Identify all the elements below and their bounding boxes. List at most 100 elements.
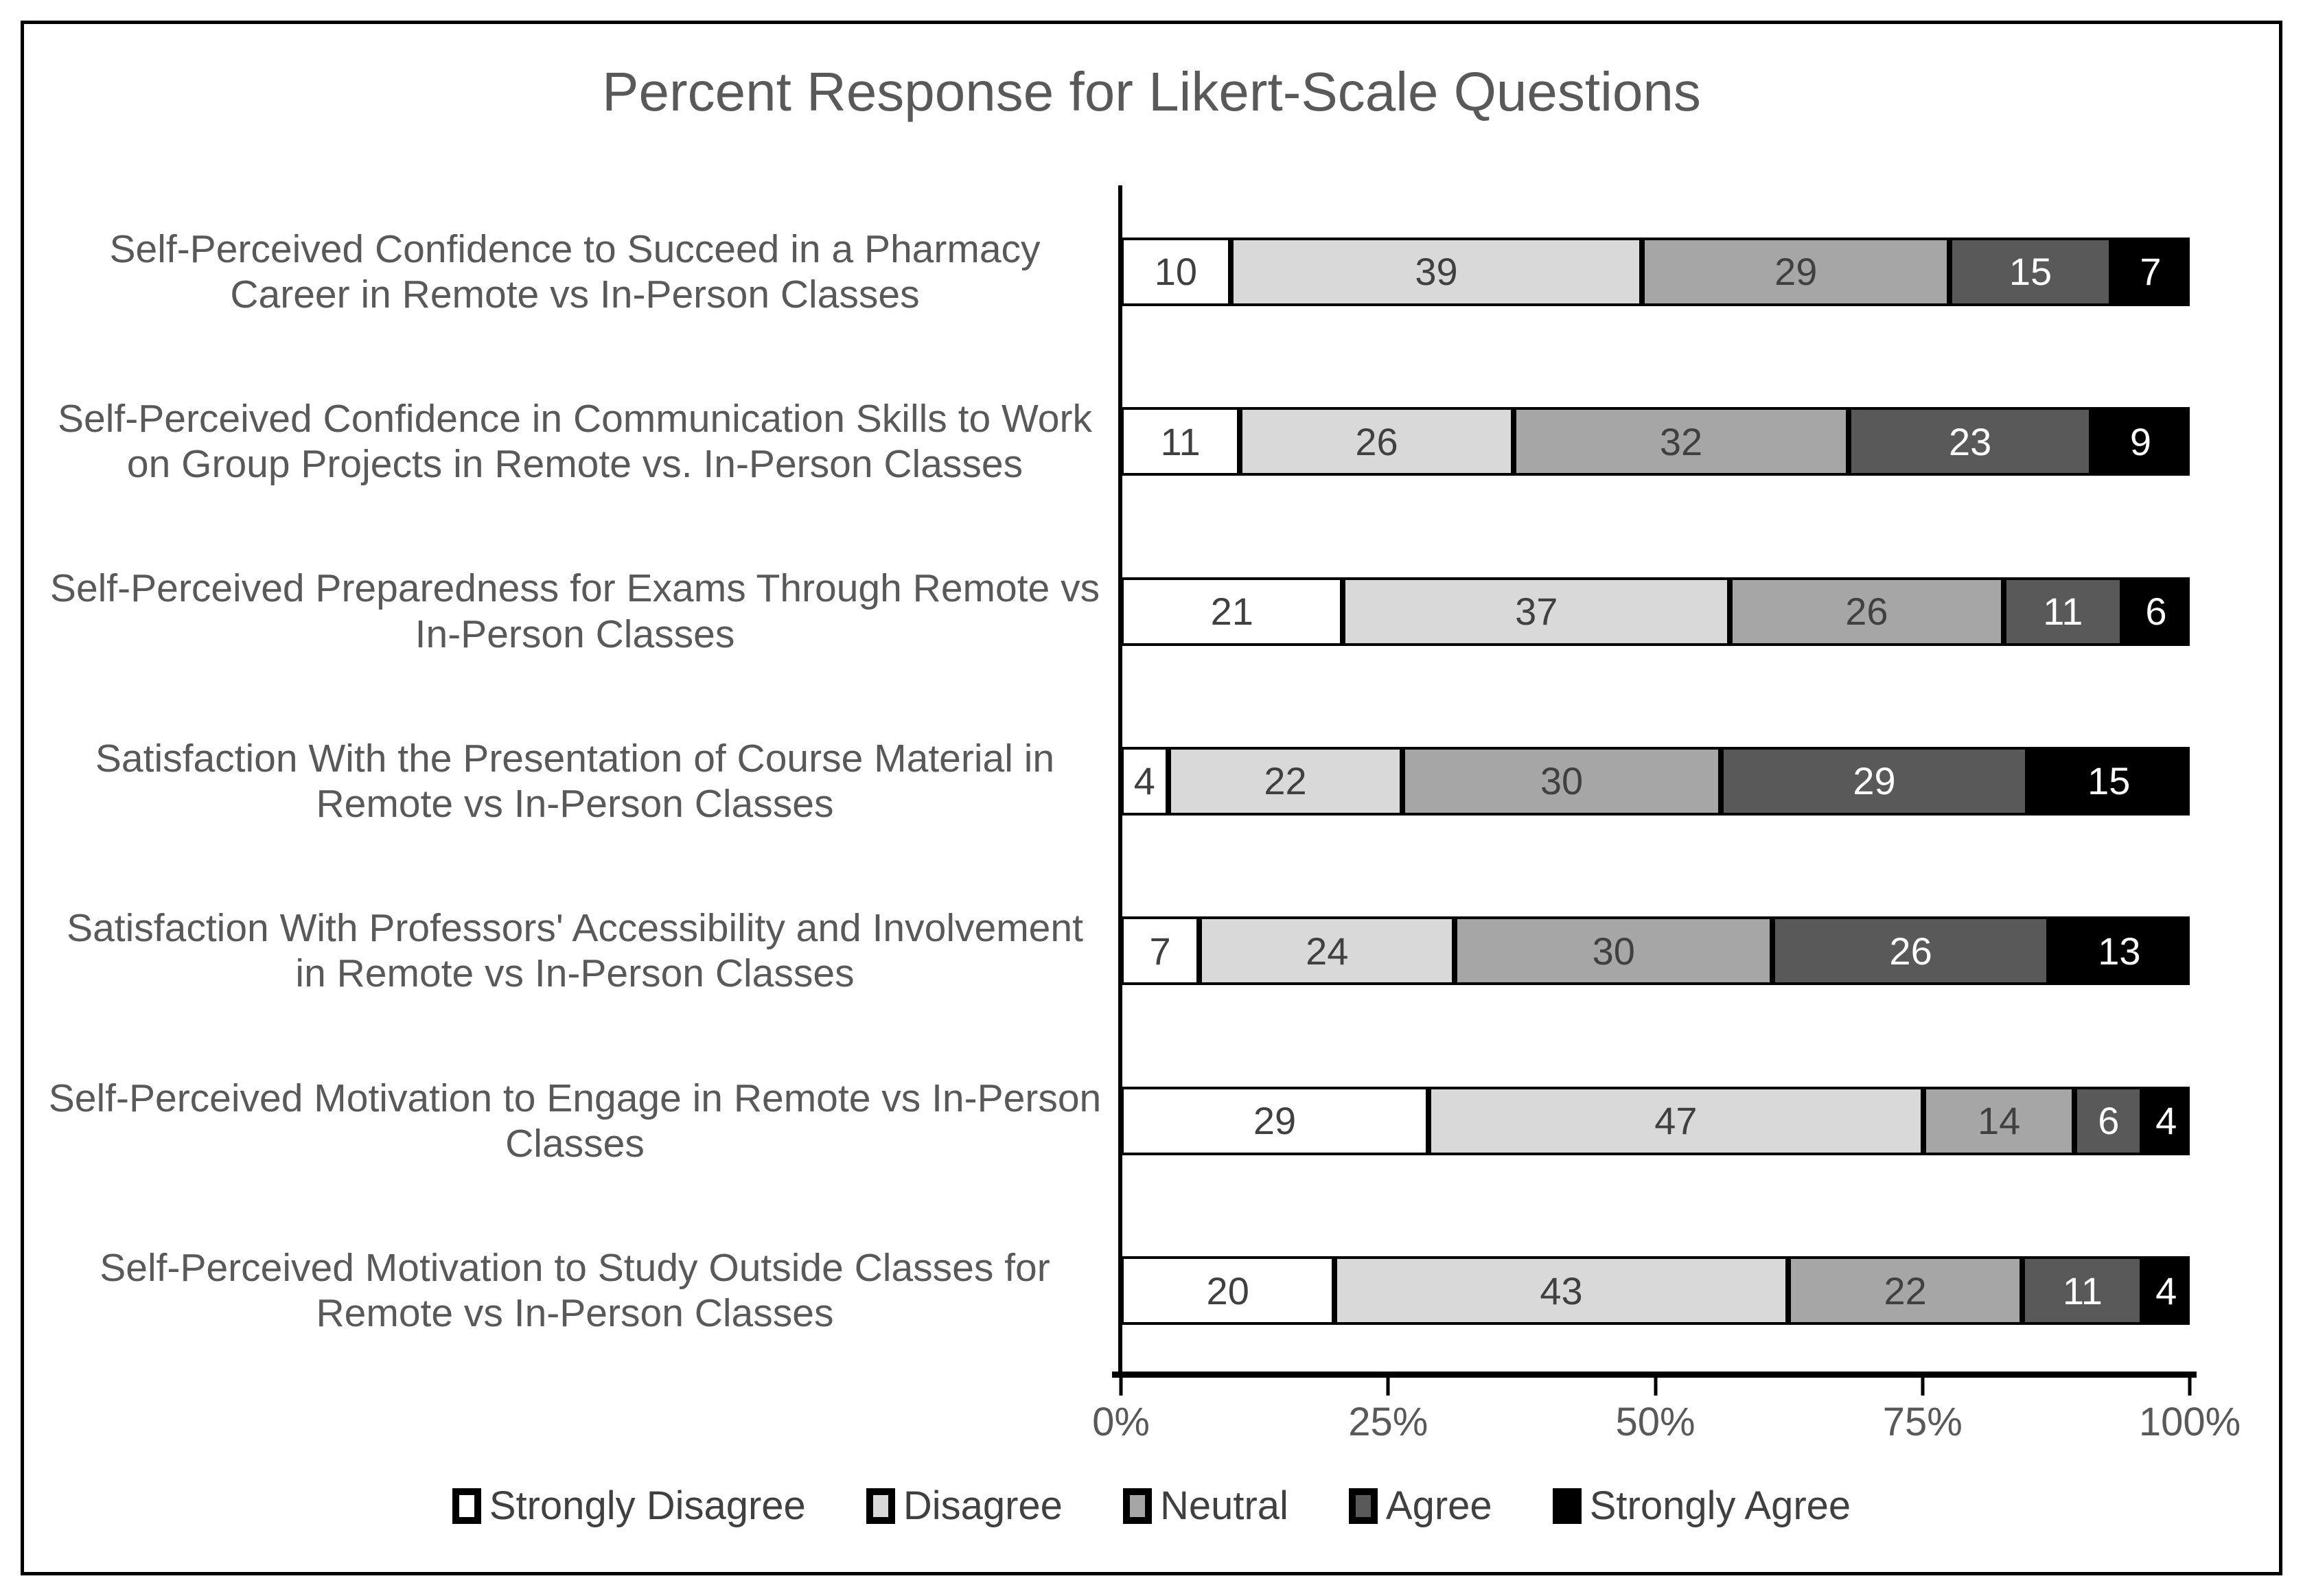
bar-segment-neutral: 32 bbox=[1513, 407, 1849, 476]
x-axis-tick bbox=[1386, 1378, 1390, 1396]
data-label: 37 bbox=[1515, 590, 1558, 634]
data-label: 20 bbox=[1206, 1269, 1249, 1312]
legend-label: Agree bbox=[1385, 1483, 1492, 1528]
data-label: 43 bbox=[1540, 1269, 1583, 1312]
data-label: 24 bbox=[1306, 929, 1349, 973]
bar-segment-neutral: 22 bbox=[1787, 1256, 2023, 1326]
bar-segment-agree: 11 bbox=[2022, 1256, 2143, 1326]
bar-segment-strongly-agree: 4 bbox=[2142, 1256, 2190, 1326]
x-axis-tick-label: 75% bbox=[1882, 1400, 1963, 1444]
bar-segment-strongly-agree: 4 bbox=[2142, 1086, 2190, 1155]
data-label: 10 bbox=[1154, 250, 1197, 294]
x-axis-tick-label: 100% bbox=[2138, 1400, 2241, 1444]
legend-item-neutral: Neutral bbox=[1122, 1483, 1288, 1529]
data-label: 29 bbox=[1853, 759, 1896, 803]
bar-segment-strongly-agree: 13 bbox=[2048, 916, 2190, 986]
x-axis-tick bbox=[2188, 1378, 2192, 1396]
category-label: Satisfaction With the Presentation of Co… bbox=[95, 736, 1055, 826]
bar-segment-strongly-agree: 7 bbox=[2111, 237, 2190, 306]
y-axis-line bbox=[1118, 185, 1122, 1378]
data-label: 4 bbox=[2155, 1099, 2177, 1143]
x-axis-tick-label: 50% bbox=[1615, 1400, 1696, 1444]
bar-segment-agree: 6 bbox=[2074, 1086, 2143, 1155]
bar-segment-agree: 29 bbox=[1720, 746, 2028, 816]
bar-segment-disagree: 37 bbox=[1343, 577, 1731, 646]
legend: Strongly Disagree Disagree Neutral Agree Str… bbox=[0, 1483, 2303, 1529]
data-label: 23 bbox=[1948, 419, 1992, 463]
data-label: 22 bbox=[1264, 759, 1307, 803]
data-label: 15 bbox=[2087, 759, 2131, 803]
bar-segment-neutral: 30 bbox=[1455, 916, 1773, 986]
bar-segment-strongly-disagree: 4 bbox=[1121, 746, 1168, 816]
data-label: 30 bbox=[1540, 759, 1584, 803]
bar-segment-strongly-agree: 9 bbox=[2091, 407, 2190, 476]
data-label: 6 bbox=[2145, 590, 2167, 634]
legend-label: Strongly Disagree bbox=[489, 1483, 806, 1528]
stacked-bar: 10 39 29 15 7 bbox=[1121, 237, 2190, 306]
bar-rows-area: Self-Perceived Confidence to Succeed in … bbox=[0, 187, 2303, 1376]
data-label: 32 bbox=[1659, 419, 1703, 463]
chart-title: Percent Response for Likert-Scale Questi… bbox=[602, 61, 1701, 122]
legend-item-strongly-agree: Strongly Agree bbox=[1552, 1483, 1851, 1529]
stacked-bar: 11 26 32 23 9 bbox=[1121, 407, 2190, 476]
x-axis-line bbox=[1112, 1372, 2197, 1378]
legend-item-disagree: Disagree bbox=[866, 1483, 1063, 1529]
chart-row: Satisfaction With Professors' Accessibil… bbox=[0, 866, 2303, 1036]
x-axis-tick bbox=[1921, 1378, 1925, 1396]
stacked-bar: 20 43 22 11 4 bbox=[1121, 1256, 2190, 1326]
data-label: 29 bbox=[1774, 250, 1818, 294]
data-label: 4 bbox=[2155, 1269, 2177, 1312]
data-label: 47 bbox=[1654, 1099, 1698, 1143]
x-axis-tick bbox=[1119, 1378, 1123, 1396]
bar-segment-strongly-disagree: 7 bbox=[1121, 916, 1200, 986]
data-label: 26 bbox=[1845, 590, 1888, 634]
data-label: 9 bbox=[2129, 419, 2151, 463]
bar-segment-strongly-disagree: 29 bbox=[1121, 1086, 1428, 1155]
x-axis-tick-label: 25% bbox=[1348, 1400, 1428, 1444]
data-label: 7 bbox=[1149, 929, 1171, 973]
data-label: 7 bbox=[2140, 250, 2162, 294]
category-label: Self-Perceived Motivation to Engage in R… bbox=[48, 1076, 1102, 1166]
bar-segment-strongly-disagree: 11 bbox=[1121, 407, 1240, 476]
stacked-bar: 7 24 30 26 13 bbox=[1121, 916, 2190, 986]
data-label: 29 bbox=[1253, 1099, 1297, 1143]
bar-segment-agree: 23 bbox=[1849, 407, 2092, 476]
chart-row: Self-Perceived Motivation to Study Outsi… bbox=[0, 1206, 2303, 1376]
bar-segment-agree: 15 bbox=[1949, 237, 2111, 306]
data-label: 26 bbox=[1355, 419, 1398, 463]
x-axis-tick-label: 0% bbox=[1092, 1400, 1150, 1444]
chart-row: Self-Perceived Confidence to Succeed in … bbox=[0, 187, 2303, 356]
bar-segment-neutral: 14 bbox=[1923, 1086, 2075, 1155]
stacked-bar: 21 37 26 11 6 bbox=[1121, 577, 2190, 646]
legend-swatch-agree bbox=[1348, 1488, 1378, 1524]
bar-segment-disagree: 39 bbox=[1230, 237, 1643, 306]
data-label: 39 bbox=[1415, 250, 1458, 294]
data-label: 15 bbox=[2009, 250, 2052, 294]
chart-row: Satisfaction With the Presentation of Co… bbox=[0, 696, 2303, 866]
stacked-bar: 29 47 14 6 4 bbox=[1121, 1086, 2190, 1155]
bar-segment-disagree: 22 bbox=[1168, 746, 1403, 816]
legend-item-strongly-disagree: Strongly Disagree bbox=[452, 1483, 806, 1529]
bar-segment-strongly-disagree: 21 bbox=[1121, 577, 1343, 646]
bar-segment-neutral: 29 bbox=[1642, 237, 1950, 306]
bar-segment-strongly-agree: 15 bbox=[2028, 746, 2190, 816]
bar-segment-neutral: 26 bbox=[1730, 577, 2004, 646]
x-axis-tick bbox=[1654, 1378, 1657, 1396]
bar-segment-disagree: 43 bbox=[1334, 1256, 1788, 1326]
bar-segment-agree: 11 bbox=[2003, 577, 2122, 646]
data-label: 6 bbox=[2098, 1099, 2120, 1143]
bar-segment-strongly-disagree: 20 bbox=[1121, 1256, 1335, 1326]
bar-segment-disagree: 26 bbox=[1240, 407, 1514, 476]
legend-label: Strongly Agree bbox=[1589, 1483, 1851, 1528]
legend-swatch-neutral bbox=[1122, 1488, 1152, 1524]
data-label: 4 bbox=[1133, 759, 1155, 803]
legend-swatch-strongly-agree bbox=[1552, 1488, 1582, 1524]
data-label: 22 bbox=[1884, 1269, 1927, 1312]
data-label: 14 bbox=[1977, 1099, 2021, 1143]
legend-item-agree: Agree bbox=[1348, 1483, 1492, 1529]
chart-row: Self-Perceived Motivation to Engage in R… bbox=[0, 1036, 2303, 1205]
stacked-bar: 4 22 30 29 15 bbox=[1121, 746, 2190, 816]
category-label: Self-Perceived Confidence to Succeed in … bbox=[109, 227, 1041, 316]
legend-label: Disagree bbox=[903, 1483, 1063, 1528]
data-label: 11 bbox=[2062, 1269, 2103, 1312]
